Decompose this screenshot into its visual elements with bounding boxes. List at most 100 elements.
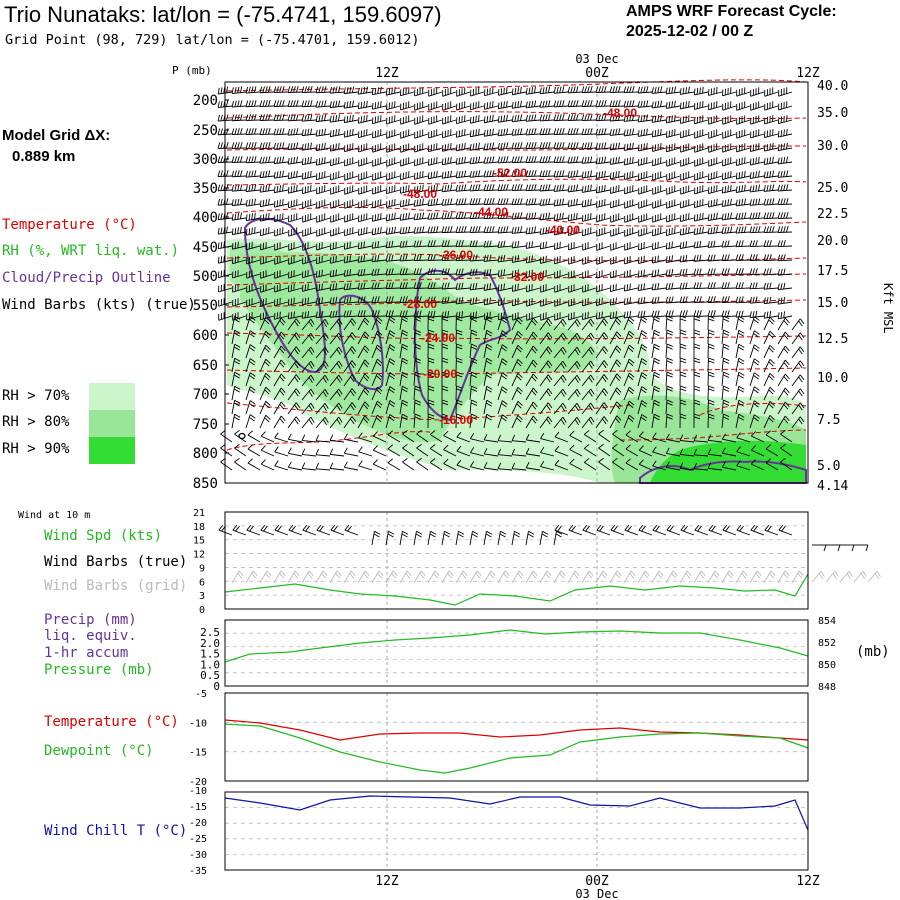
wind-barb-169 (287, 142, 303, 151)
wind-barb-1029 (274, 432, 289, 443)
wind-barb-739 (245, 330, 256, 345)
wind-barb-667 (371, 310, 387, 317)
wind-barb-102 (497, 114, 513, 123)
wind-barb-1028 (260, 431, 275, 443)
wind-barb-823 (273, 359, 286, 373)
wind-barb-101 (483, 114, 499, 124)
wind-barb-617 (246, 298, 261, 307)
wind-barb-629 (413, 296, 429, 304)
wind-barb-1087 (511, 448, 527, 457)
wind-barb-804 (581, 346, 595, 359)
wind-barb-133 (358, 129, 373, 139)
wind-barb-851 (665, 357, 673, 373)
wind-barb-510 (469, 254, 485, 262)
wind-barb-919 (469, 385, 478, 401)
wind-barb-979 (735, 399, 745, 415)
wind-barb-578 (274, 284, 289, 293)
wind-barb-741 (273, 331, 286, 345)
wind-barb-1045 (497, 434, 513, 443)
wind-barb-645 (637, 296, 653, 305)
wind-barb-780 (245, 344, 256, 359)
pressure-tick-550: 550 (193, 298, 218, 314)
wind-barb-60 (483, 100, 499, 110)
wind-barb-1059 (693, 434, 709, 443)
wind-barb-917 (441, 385, 449, 401)
wind-barb-1009 (581, 416, 595, 429)
wind10m-grid-barb-1 (245, 570, 258, 584)
wind-barb-862 (245, 372, 256, 387)
wind-barb-800 (525, 345, 538, 359)
wind-barb-223 (469, 156, 485, 165)
wind-barb-649 (693, 296, 709, 303)
wind-barb-1072 (301, 448, 317, 457)
wind-barb-822 (259, 358, 271, 373)
wind-barb-1022 (763, 414, 775, 429)
wind-barb-944 (245, 400, 256, 415)
wind-barb-111 (623, 114, 639, 122)
wind-barb-253 (316, 171, 331, 181)
pressure-tick-r-848: 848 (818, 682, 836, 693)
wind-barb-866 (301, 374, 315, 387)
wind-barb-439 (624, 227, 639, 237)
wind-barb-767 (637, 330, 648, 345)
wind-barb-854 (707, 357, 715, 373)
wind-barb-696 (777, 311, 793, 320)
pressure-tick-300: 300 (193, 152, 218, 168)
pressure-tick-600: 600 (193, 328, 218, 344)
wind10m-true-barb-26 (582, 524, 597, 536)
wind-barb-620 (287, 297, 303, 306)
precip-tick-1: 2.0 (200, 637, 220, 650)
wind-barb-168 (273, 142, 289, 150)
wind-barb-239 (694, 157, 709, 167)
temp-label-1: -52.00 (493, 166, 527, 180)
wind-barb-324 (735, 184, 751, 193)
wind-barb-181 (455, 142, 471, 152)
wind10m-true-barb-24 (554, 524, 569, 536)
wind-barb-1020 (735, 413, 745, 429)
wind-barb-288 (231, 184, 247, 192)
wind-barb-761 (553, 332, 567, 345)
wind-barb-956 (413, 399, 421, 415)
wind-barb-1008 (567, 416, 581, 429)
wind-barb-429 (483, 226, 499, 234)
wind10m-grid-barb-8 (343, 570, 356, 584)
temp-label-4: -40.00 (546, 223, 580, 237)
wind10m-grid-barb-9 (357, 570, 370, 584)
wind-barb-639 (554, 298, 569, 307)
wind-barb-723 (595, 318, 609, 331)
wind-barb-714 (469, 315, 478, 331)
wind-barb-552 (483, 268, 499, 277)
wind-barb-494 (246, 256, 261, 265)
wind-barb-758 (511, 330, 523, 345)
wind10m-grid-barb-7 (329, 570, 342, 584)
wind-barb-585 (371, 282, 387, 290)
wind-barb-115 (679, 115, 695, 124)
wind-barb-124 (231, 128, 247, 136)
wind-barb-624 (343, 296, 359, 304)
wind-barb-326 (763, 184, 779, 192)
wind-barb-81 (778, 101, 793, 111)
wind-barb-535 (246, 270, 261, 279)
wind-barb-313 (581, 184, 597, 193)
wind-barb-801 (539, 346, 553, 359)
wind-barb-147 (553, 128, 569, 135)
wind-barb-184 (497, 142, 513, 150)
wind-barb-905 (273, 387, 286, 401)
wind-barb-471 (497, 240, 513, 248)
kft-tick-4: 22.5 (817, 207, 848, 222)
wind-barb-1108 (234, 457, 247, 471)
wind-barb-221 (441, 156, 457, 166)
wind-barb-946 (273, 401, 286, 415)
wind-barb-860 (791, 360, 805, 373)
wind-barb-951 (343, 402, 357, 415)
wind-barb-957 (427, 399, 435, 415)
wind-barb-662 (301, 311, 317, 319)
wind10m-grid-barb-21 (525, 570, 538, 584)
wind-barb-835 (441, 357, 449, 373)
wind-barb-298 (372, 185, 387, 195)
wind-barb-807 (623, 344, 635, 359)
wind-barb-235 (637, 157, 653, 166)
wind-barb-806 (609, 345, 622, 359)
wind-barb-336 (330, 199, 345, 209)
wind-barb-541 (329, 269, 345, 278)
